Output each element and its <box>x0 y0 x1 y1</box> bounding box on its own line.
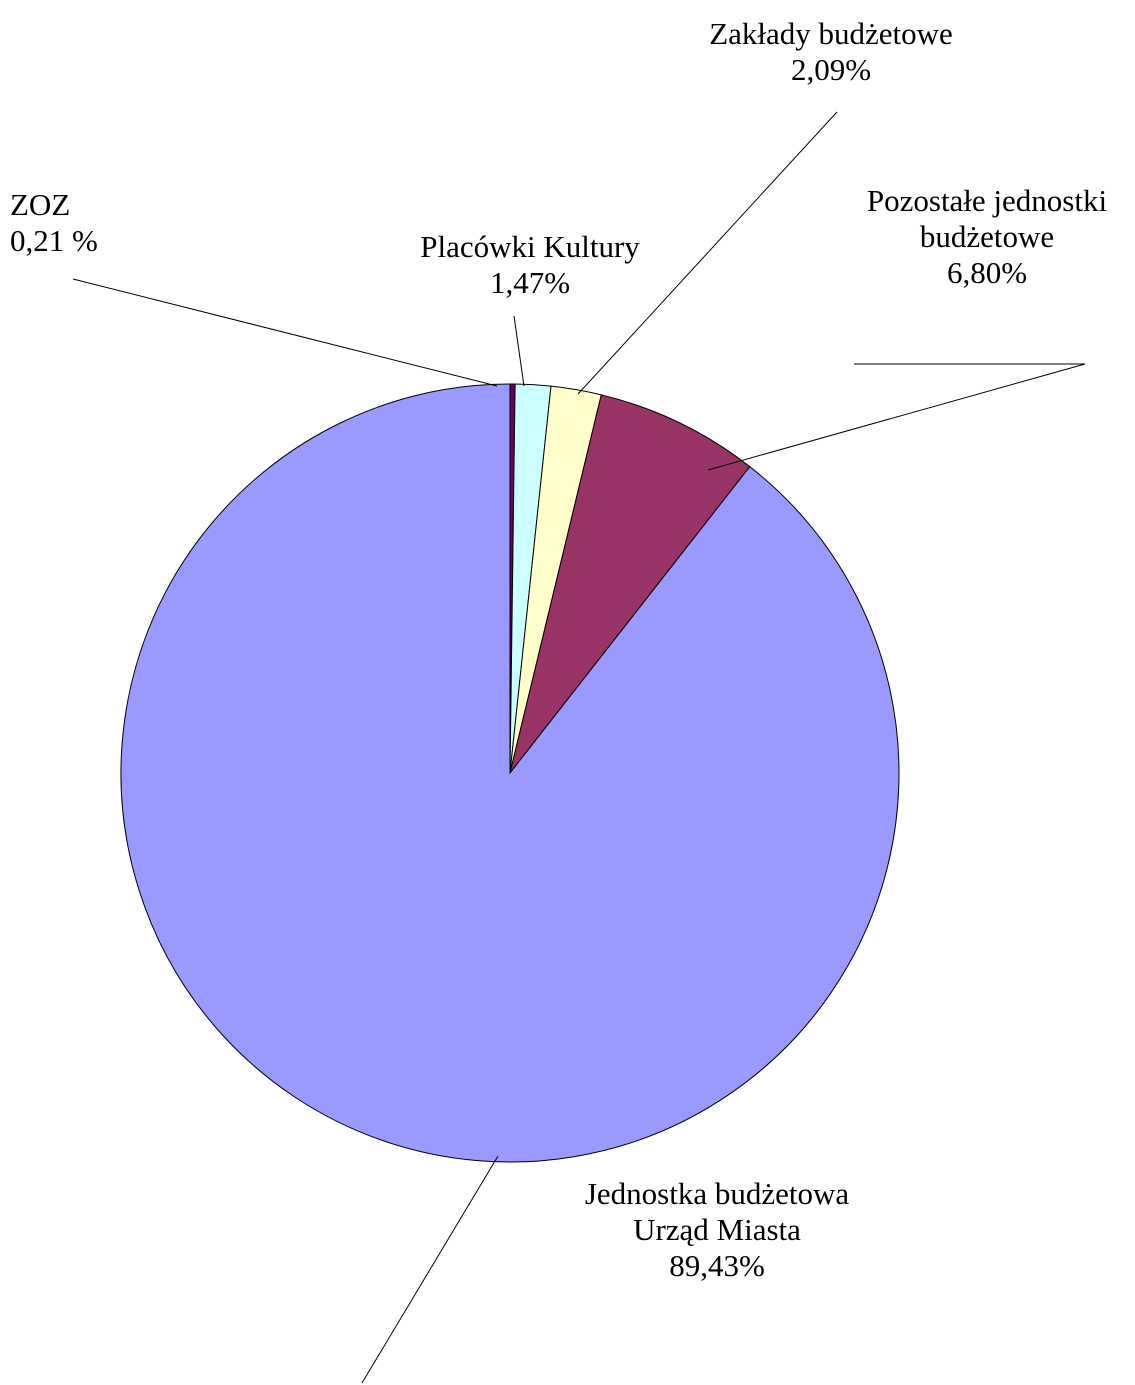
slice-label-1-line-0: Placówki Kultury <box>420 229 640 264</box>
leader-line-1 <box>513 315 525 387</box>
slice-label-3-line-2: 6,80% <box>947 255 1027 290</box>
slice-label-4: Jednostka budżetowa Urząd Miasta 89,43% <box>585 1176 850 1283</box>
slice-label-0-line-0: ZOZ <box>10 187 70 222</box>
leader-line-3 <box>707 363 1086 471</box>
slice-label-0: ZOZ 0,21 % <box>10 187 98 258</box>
pie-slice-3 <box>509 394 751 774</box>
leader-lines <box>72 111 1086 1384</box>
slice-label-4-line-0: Jednostka budżetowa <box>585 1176 850 1211</box>
leader-line-2 <box>577 111 838 395</box>
slice-label-0-line-1: 0,21 % <box>10 223 98 258</box>
leader-line-4 <box>361 1155 499 1384</box>
slice-label-3-line-1: budżetowe <box>920 219 1054 254</box>
slice-label-4-line-2: 89,43% <box>669 1248 765 1283</box>
pie-slices <box>120 383 900 1163</box>
slice-label-3-line-0: Pozostałe jednostki <box>867 183 1108 218</box>
slice-label-2-line-0: Zakłady budżetowe <box>709 16 953 51</box>
slice-label-1-line-1: 1,47% <box>490 265 570 300</box>
slice-label-4-line-1: Urząd Miasta <box>633 1212 801 1247</box>
slice-label-2-line-1: 2,09% <box>791 52 871 87</box>
slice-label-1: Placówki Kultury 1,47% <box>420 229 640 300</box>
slice-labels: ZOZ 0,21 % Placówki Kultury 1,47% Zakłady bu… <box>10 16 1107 1283</box>
slice-label-3: Pozostałe jednostki budżetowe 6,80% <box>867 183 1108 290</box>
pie-slice-4 <box>120 383 900 1163</box>
slice-label-2: Zakłady budżetowe 2,09% <box>709 16 953 87</box>
leader-line-0 <box>72 278 498 387</box>
